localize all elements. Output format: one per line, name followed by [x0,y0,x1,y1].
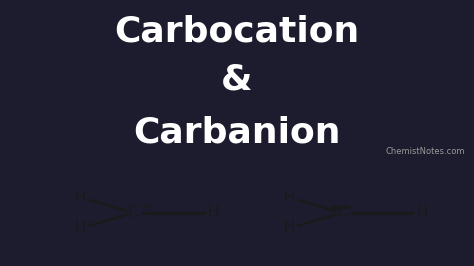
Text: H: H [208,205,219,220]
Text: C: C [128,205,138,220]
Text: ChemistNotes.com: ChemistNotes.com [385,147,465,156]
Text: H: H [283,220,295,235]
Text: H: H [416,205,428,220]
Text: Carbocation: Carbocation [114,15,360,49]
Text: +: + [142,203,152,213]
Text: Carbanion: Carbanion [133,115,341,149]
Text: H: H [75,190,86,205]
Text: H: H [283,190,295,205]
Text: &: & [221,63,253,97]
Text: H: H [75,220,86,235]
Text: C: C [336,205,346,220]
